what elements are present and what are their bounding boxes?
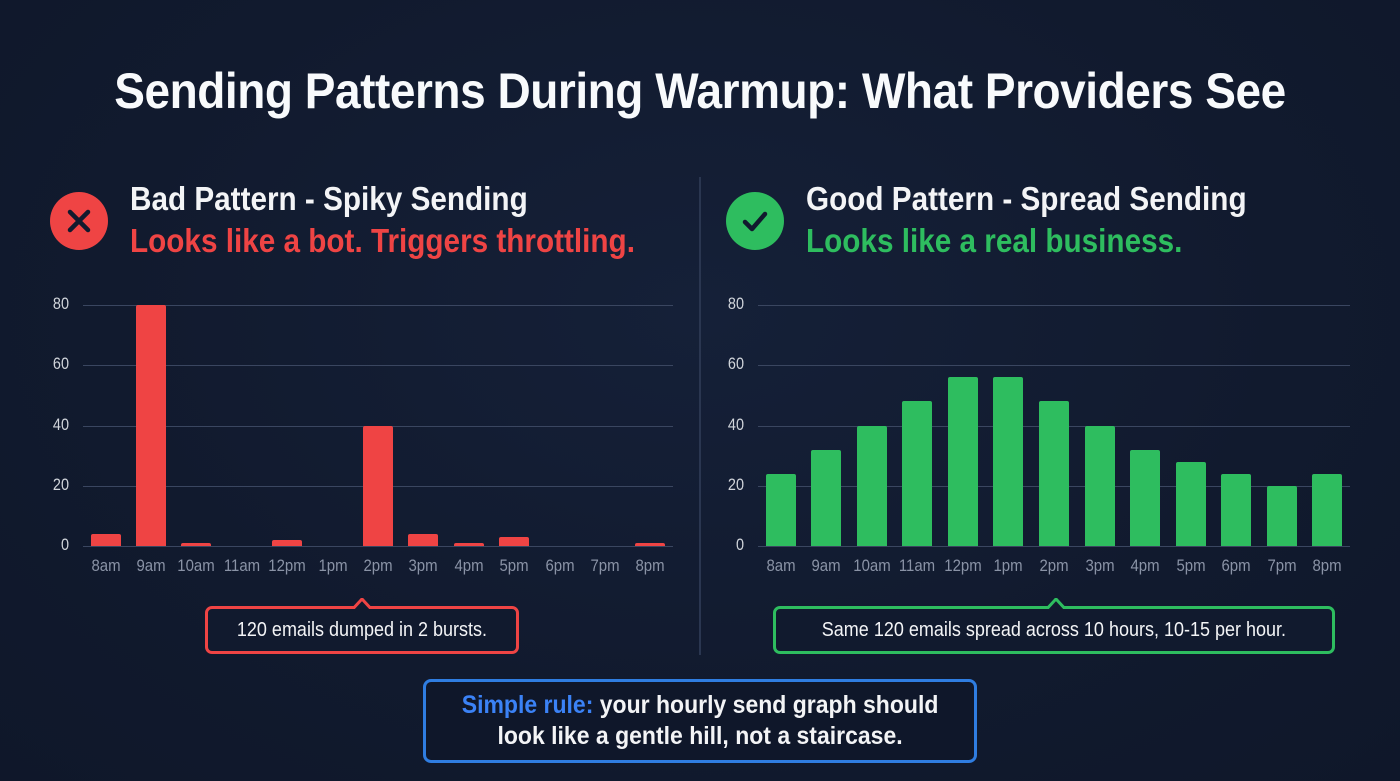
bar-5pm	[499, 536, 530, 546]
x-tick-label: 7pm	[1267, 556, 1297, 575]
x-tick-label: 5pm	[499, 556, 529, 575]
y-tick-label: 80	[52, 294, 69, 313]
x-tick-label: 8am	[766, 556, 796, 575]
simple-rule-box: Simple rule: your hourly send graph shou…	[423, 679, 977, 763]
x-tick-label: 8am	[91, 556, 121, 575]
bar-3pm	[408, 533, 439, 546]
y-tick-label: 40	[52, 414, 69, 434]
bar-2pm	[1038, 401, 1070, 546]
x-tick-label: 8pm	[635, 556, 665, 575]
x-tick-label: 11am	[223, 556, 260, 575]
y-tick-label: 20	[52, 474, 69, 494]
x-circle-icon	[50, 192, 108, 250]
x-tick-label: 4pm	[454, 556, 484, 575]
bar-6pm	[1221, 473, 1252, 546]
bar-8am	[765, 473, 796, 546]
bar-9am	[811, 449, 842, 546]
bar-8pm	[1312, 473, 1343, 546]
panel-divider	[699, 177, 701, 655]
x-tick-label: 9am	[136, 556, 166, 575]
y-tick-label: 0	[60, 535, 69, 554]
x-tick-label: 2pm	[363, 556, 393, 575]
rule-text-line2: look like a gentle hill, not a staircase…	[497, 722, 903, 750]
x-tick-label: 9am	[811, 556, 841, 575]
gridline	[83, 305, 673, 306]
bar-12pm	[272, 539, 303, 546]
bad-pattern-chart: 0 20 40 60 80 8am 9am 10am 11am 12pm 1pm 2pm 3pm 4pm 5…	[40, 290, 680, 590]
bar-2pm	[363, 425, 393, 546]
good-panel-subheading: Looks like a real business.	[806, 222, 1183, 259]
x-tick-label: 6pm	[1221, 556, 1251, 575]
gridline	[758, 546, 1350, 547]
rule-text-line1: your hourly send graph should	[593, 691, 939, 719]
x-tick-label: 5pm	[1176, 556, 1206, 575]
bar-11am	[902, 401, 933, 546]
bad-callout-text: 120 emails dumped in 2 bursts.	[236, 618, 488, 641]
callout-pointer	[350, 595, 374, 609]
gridline	[758, 305, 1350, 306]
x-tick-label: 1pm	[993, 556, 1024, 575]
x-tick-label: 3pm	[408, 556, 438, 575]
good-pattern-chart: 0 20 40 60 80 8am 9am 10am 11am 12pm 1pm 2pm 3pm 4pm 5…	[715, 290, 1355, 590]
gridline	[83, 546, 673, 547]
y-tick-label: 20	[727, 474, 744, 494]
x-tick-label: 6pm	[544, 556, 575, 575]
bad-panel-heading: Bad Pattern - Spiky Sending	[130, 180, 528, 217]
bar-8pm	[635, 542, 666, 546]
bar-8am	[90, 533, 121, 546]
bar-4pm	[1130, 449, 1161, 546]
x-tick-label: 10am	[853, 556, 891, 575]
good-pattern-callout: Same 120 emails spread across 10 hours, …	[773, 596, 1335, 654]
bar-1pm	[993, 377, 1024, 546]
x-tick-label: 1pm	[318, 556, 348, 575]
bar-10am	[856, 425, 887, 546]
good-panel-heading: Good Pattern - Spread Sending	[806, 180, 1247, 217]
y-tick-label: 60	[52, 354, 69, 374]
x-tick-label: 4pm	[1130, 556, 1160, 575]
x-tick-label: 2pm	[1039, 556, 1069, 575]
y-tick-label: 60	[727, 354, 744, 374]
bad-panel-subheading: Looks like a bot. Triggers throttling.	[130, 222, 635, 259]
rule-label: Simple rule:	[461, 691, 594, 719]
x-tick-label: 11am	[899, 556, 936, 575]
bar-7pm	[1266, 485, 1297, 546]
page-title: Sending Patterns During Warmup: What Pro…	[114, 63, 1286, 119]
y-tick-label: 80	[727, 294, 744, 313]
bar-10am	[181, 542, 212, 546]
gridline	[758, 365, 1350, 367]
bar-9am	[136, 305, 167, 546]
x-tick-label: 12pm	[268, 556, 306, 575]
y-tick-label: 40	[727, 414, 744, 434]
bar-5pm	[1175, 461, 1206, 546]
good-callout-text: Same 120 emails spread across 10 hours, …	[821, 618, 1287, 641]
bar-3pm	[1084, 425, 1115, 546]
gridline	[83, 365, 673, 367]
callout-pointer	[1044, 595, 1068, 609]
x-tick-label: 8pm	[1312, 556, 1342, 575]
x-tick-label: 12pm	[944, 556, 982, 575]
bar-4pm	[453, 542, 484, 546]
check-circle-icon	[726, 192, 784, 250]
y-tick-label: 0	[735, 535, 744, 554]
bad-pattern-callout: 120 emails dumped in 2 bursts.	[205, 596, 519, 654]
x-tick-label: 10am	[177, 556, 216, 575]
x-tick-label: 7pm	[590, 556, 620, 575]
x-tick-label: 3pm	[1084, 556, 1115, 575]
bar-12pm	[947, 377, 978, 546]
